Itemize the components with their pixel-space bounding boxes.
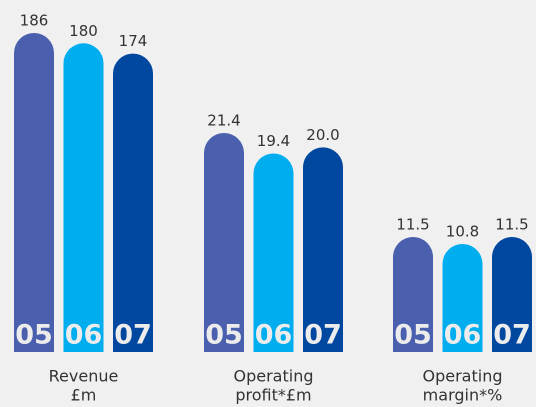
- category-label: 06: [255, 320, 293, 351]
- value-label: 186: [20, 12, 49, 30]
- bar: [442, 244, 483, 352]
- value-label: 174: [119, 32, 148, 50]
- category-label: 06: [65, 320, 103, 351]
- chart-title: margin*%: [423, 386, 503, 405]
- value-label: 11.5: [495, 216, 528, 234]
- value-label: 10.8: [446, 223, 479, 241]
- category-label: 07: [114, 320, 152, 351]
- value-label: 21.4: [207, 112, 240, 130]
- bar: [63, 43, 104, 353]
- chart-title: profit*£m: [235, 386, 311, 405]
- category-label: 07: [304, 320, 342, 351]
- bar: [113, 53, 153, 353]
- category-label: 05: [15, 320, 53, 351]
- bar: [393, 237, 433, 352]
- chart-title: Operating: [234, 367, 314, 386]
- bar: [303, 147, 343, 352]
- value-label: 20.0: [306, 126, 339, 144]
- bar: [253, 153, 294, 352]
- chart-title: Revenue: [49, 367, 119, 386]
- value-label: 11.5: [396, 216, 429, 234]
- chart-title: Operating: [423, 367, 503, 386]
- bar: [492, 237, 532, 352]
- category-label: 05: [394, 320, 432, 351]
- bar: [204, 133, 244, 352]
- category-label: 07: [493, 320, 531, 351]
- value-label: 180: [69, 22, 98, 40]
- chart-title: £m: [71, 386, 97, 405]
- value-label: 19.4: [257, 132, 290, 150]
- category-label: 06: [444, 320, 482, 351]
- bar: [14, 33, 54, 352]
- category-label: 05: [205, 320, 243, 351]
